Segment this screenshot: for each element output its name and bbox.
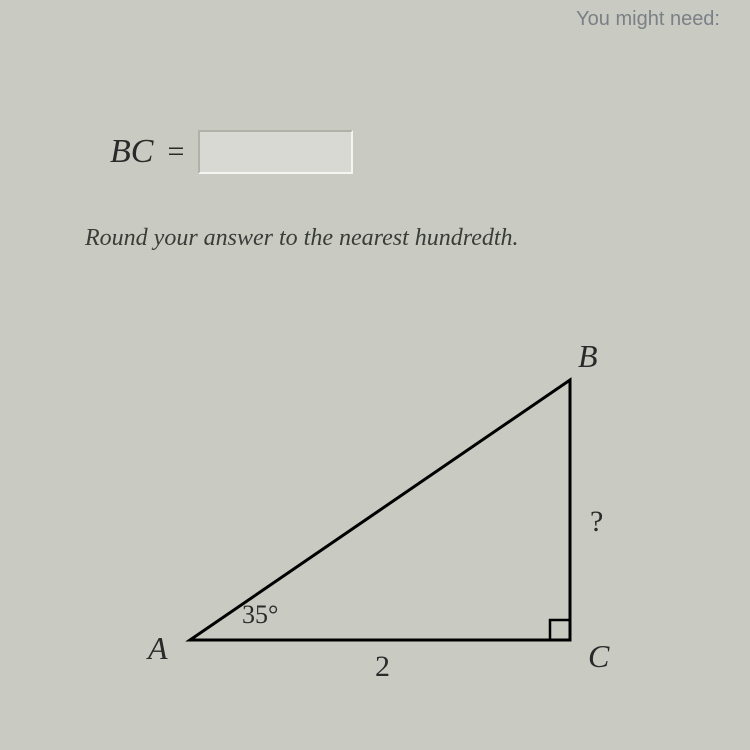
right-angle-marker: [550, 620, 570, 640]
vertex-b-label: B: [578, 338, 598, 375]
hint-text: You might need:: [576, 8, 720, 31]
side-bc-label: ?: [590, 505, 603, 539]
vertex-c-label: C: [588, 638, 609, 675]
instruction-text: Round your answer to the nearest hundred…: [85, 225, 519, 252]
answer-input[interactable]: [198, 130, 353, 174]
triangle-figure: A B C 35° 2 ?: [130, 310, 630, 730]
equation-row: BC =: [110, 130, 353, 174]
equation-equals: =: [167, 135, 184, 169]
angle-a-label: 35°: [242, 600, 278, 630]
equation-lhs: BC: [110, 133, 153, 171]
side-ac-label: 2: [375, 650, 390, 684]
vertex-a-label: A: [148, 630, 168, 667]
